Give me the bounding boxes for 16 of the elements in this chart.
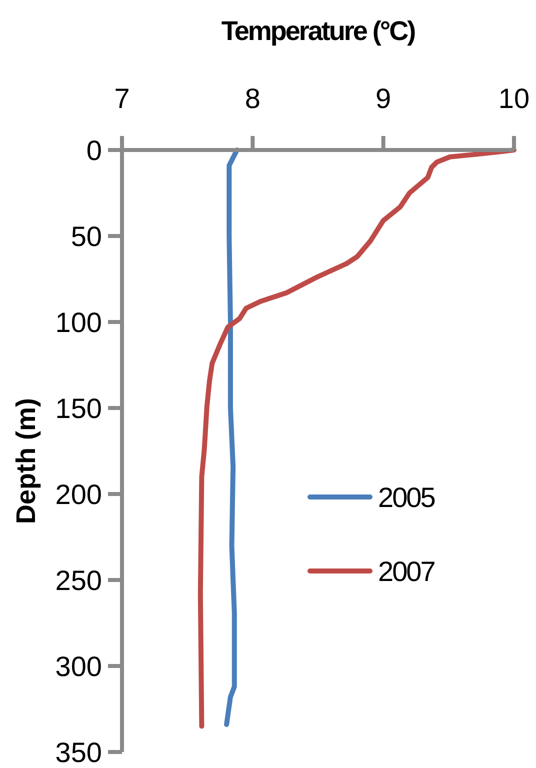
y-tick-label: 300: [55, 650, 102, 682]
y-tick-label: 200: [55, 478, 102, 510]
y-tick-label: 100: [55, 306, 102, 338]
x-tick-label: 8: [244, 83, 260, 114]
y-axis-title: Depth (m): [11, 398, 41, 524]
x-axis-title: Temperature (°C): [221, 16, 416, 46]
y-tick-label: 0: [86, 134, 102, 166]
y-tick-label: 350: [55, 736, 102, 768]
y-tick-label: 50: [70, 220, 102, 252]
x-tick-label: 9: [376, 83, 392, 114]
legend-label: 2005: [378, 482, 436, 513]
x-tick-label: 7: [114, 83, 130, 114]
legend-label: 2007: [378, 556, 436, 587]
x-tick-label: 10: [498, 83, 530, 114]
y-tick-label: 150: [55, 392, 102, 424]
y-tick-label: 250: [55, 564, 102, 596]
